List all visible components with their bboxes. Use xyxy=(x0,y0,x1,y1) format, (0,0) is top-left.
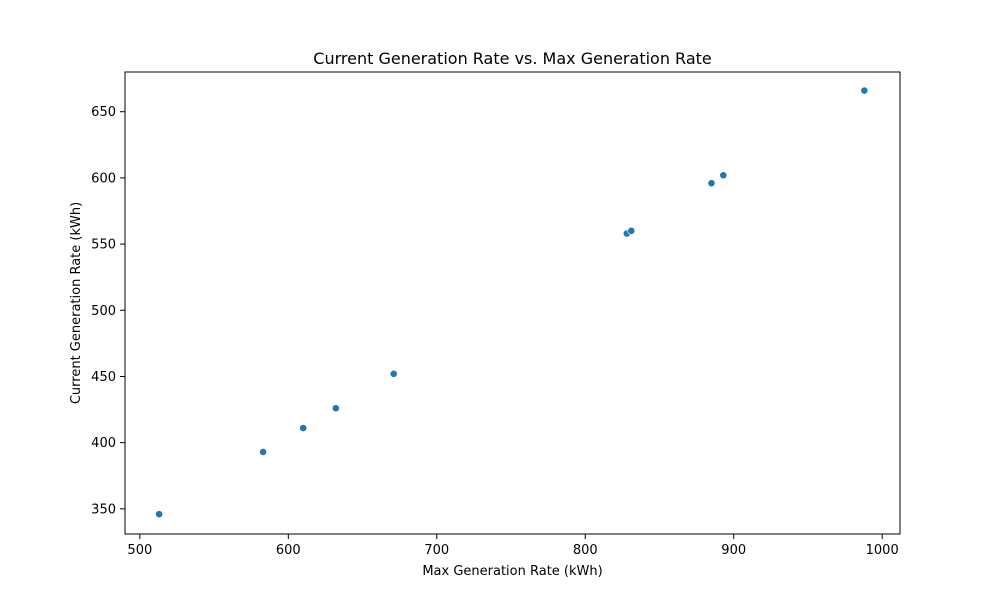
x-tick-label: 1000 xyxy=(866,543,899,558)
x-axis: 500 600 700 800 900 1000 xyxy=(127,534,899,558)
y-tick-label: 400 xyxy=(91,436,116,451)
y-tick-label: 650 xyxy=(91,105,116,120)
y-tick-label: 550 xyxy=(91,238,116,253)
y-axis-title: Current Generation Rate (kWh) xyxy=(69,202,84,404)
data-point xyxy=(259,448,267,456)
data-point xyxy=(155,510,164,519)
x-tick-label: 500 xyxy=(127,543,152,558)
y-axis: 350 400 450 500 550 600 650 xyxy=(91,105,125,517)
plot-frame xyxy=(124,71,901,535)
data-point xyxy=(707,179,716,188)
data-point xyxy=(860,86,869,95)
x-tick-label: 800 xyxy=(573,543,598,558)
data-point xyxy=(389,369,398,378)
data-point xyxy=(299,424,308,432)
y-tick-label: 600 xyxy=(91,171,116,186)
y-tick-label: 500 xyxy=(91,304,116,319)
x-tick-label: 700 xyxy=(424,543,449,558)
data-point xyxy=(719,171,728,180)
data-point xyxy=(627,226,636,235)
plot-area xyxy=(155,86,869,519)
x-axis-title: Max Generation Rate (kWh) xyxy=(422,564,602,579)
y-tick-label: 450 xyxy=(91,370,116,385)
x-tick-label: 900 xyxy=(721,543,746,558)
data-point xyxy=(331,404,340,413)
y-tick-label: 350 xyxy=(91,502,116,517)
x-tick-label: 600 xyxy=(276,543,301,558)
chart-title: Current Generation Rate vs. Max Generati… xyxy=(313,49,711,68)
